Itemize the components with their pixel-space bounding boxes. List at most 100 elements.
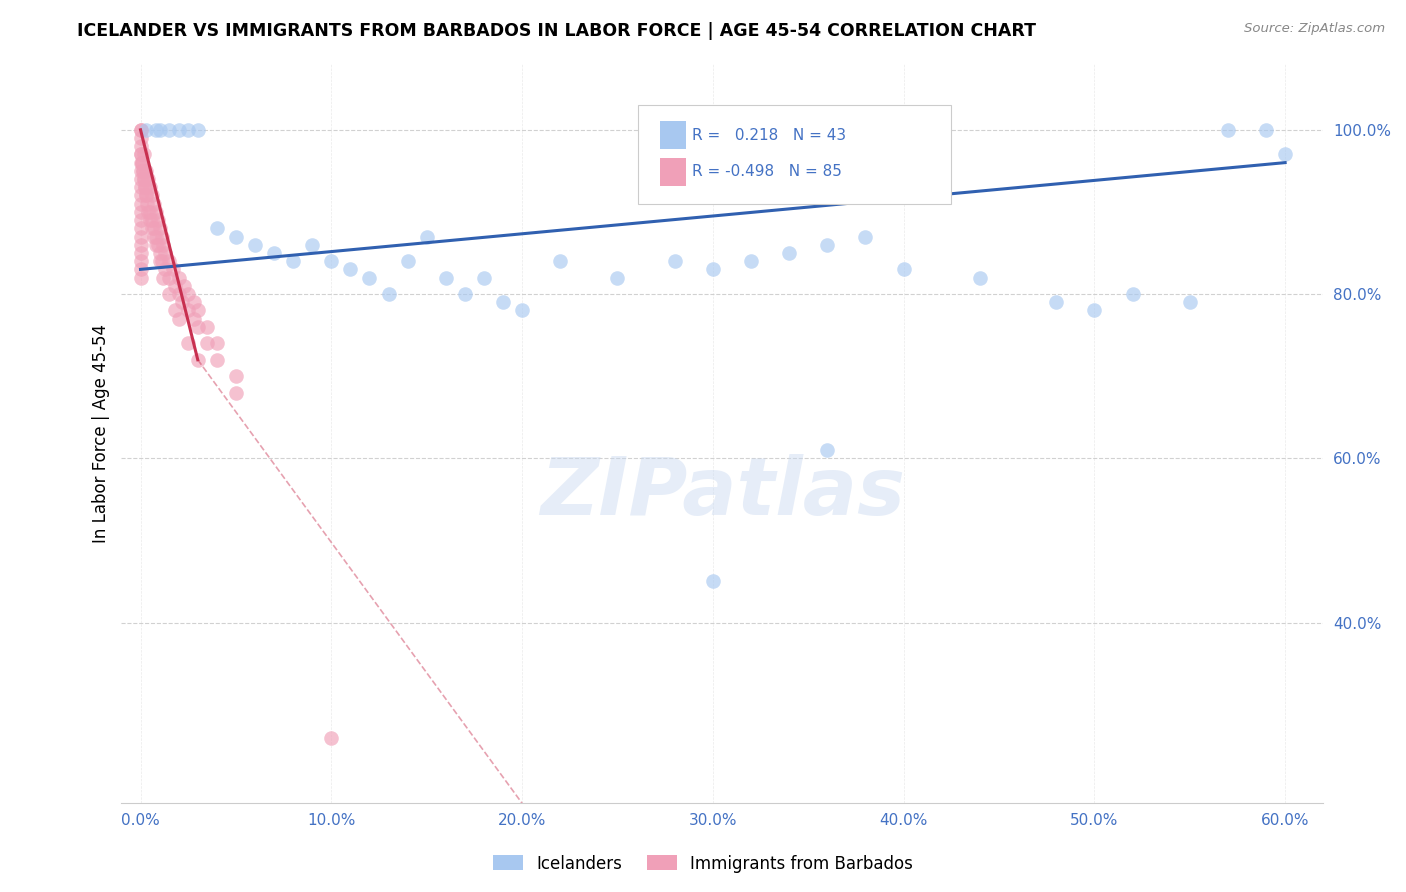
- Point: [149, 254, 172, 268]
- Point: [778, 246, 800, 260]
- Point: [129, 172, 152, 186]
- Point: [135, 188, 157, 202]
- Point: [142, 196, 165, 211]
- Point: [702, 262, 724, 277]
- Point: [815, 237, 838, 252]
- Point: [1178, 295, 1201, 310]
- Point: [134, 147, 156, 161]
- Point: [225, 385, 247, 400]
- Point: [129, 131, 152, 145]
- Point: [177, 303, 200, 318]
- Point: [225, 229, 247, 244]
- Point: [1254, 122, 1277, 136]
- Point: [134, 180, 156, 194]
- Point: [146, 237, 169, 252]
- Point: [1274, 147, 1296, 161]
- Point: [142, 221, 165, 235]
- Point: [129, 188, 152, 202]
- Point: [177, 287, 200, 301]
- Text: R =   0.218   N = 43: R = 0.218 N = 43: [692, 128, 846, 143]
- Legend: Icelanders, Immigrants from Barbados: Icelanders, Immigrants from Barbados: [486, 848, 920, 880]
- Point: [167, 270, 190, 285]
- Point: [150, 254, 173, 268]
- Point: [136, 205, 159, 219]
- Point: [129, 254, 152, 268]
- Point: [129, 155, 152, 169]
- Text: ICELANDER VS IMMIGRANTS FROM BARBADOS IN LABOR FORCE | AGE 45-54 CORRELATION CHA: ICELANDER VS IMMIGRANTS FROM BARBADOS IN…: [77, 22, 1036, 40]
- Point: [129, 164, 152, 178]
- Point: [1121, 287, 1143, 301]
- Y-axis label: In Labor Force | Age 45-54: In Labor Force | Age 45-54: [93, 324, 110, 543]
- Point: [177, 122, 200, 136]
- FancyBboxPatch shape: [659, 121, 686, 149]
- Point: [145, 229, 167, 244]
- Point: [129, 180, 152, 194]
- Point: [132, 164, 155, 178]
- Point: [136, 172, 159, 186]
- Point: [149, 246, 172, 260]
- Point: [152, 237, 174, 252]
- Point: [187, 352, 209, 367]
- Point: [145, 122, 167, 136]
- Point: [893, 262, 915, 277]
- Point: [129, 229, 152, 244]
- Point: [339, 262, 361, 277]
- Point: [187, 319, 209, 334]
- Point: [129, 196, 152, 211]
- Point: [205, 336, 228, 351]
- Point: [195, 319, 218, 334]
- Point: [225, 369, 247, 384]
- Point: [173, 278, 195, 293]
- Point: [129, 237, 152, 252]
- Point: [134, 172, 156, 186]
- Point: [177, 336, 200, 351]
- Point: [415, 229, 437, 244]
- Point: [167, 311, 190, 326]
- Point: [146, 213, 169, 227]
- Point: [141, 213, 163, 227]
- Point: [472, 270, 495, 285]
- Point: [321, 731, 343, 745]
- Point: [377, 287, 399, 301]
- Point: [129, 122, 152, 136]
- Point: [131, 147, 153, 161]
- Point: [141, 188, 163, 202]
- Point: [129, 147, 152, 161]
- Point: [167, 287, 190, 301]
- Point: [396, 254, 419, 268]
- Point: [139, 213, 162, 227]
- Point: [454, 287, 477, 301]
- Point: [141, 221, 163, 235]
- Point: [163, 278, 186, 293]
- Point: [135, 164, 157, 178]
- Point: [434, 270, 457, 285]
- Point: [167, 122, 190, 136]
- Point: [131, 155, 153, 169]
- Point: [301, 237, 323, 252]
- Text: R = -0.498   N = 85: R = -0.498 N = 85: [692, 164, 842, 179]
- Point: [205, 221, 228, 235]
- Point: [492, 295, 515, 310]
- Point: [664, 254, 686, 268]
- Point: [162, 262, 184, 277]
- Point: [139, 205, 162, 219]
- Point: [163, 303, 186, 318]
- Point: [157, 254, 180, 268]
- Point: [149, 122, 172, 136]
- FancyBboxPatch shape: [659, 158, 686, 186]
- Point: [157, 287, 180, 301]
- Point: [132, 164, 155, 178]
- Point: [134, 172, 156, 186]
- Point: [149, 221, 172, 235]
- Point: [157, 122, 180, 136]
- Point: [129, 205, 152, 219]
- Point: [548, 254, 571, 268]
- Point: [129, 270, 152, 285]
- Point: [815, 443, 838, 458]
- Point: [142, 229, 165, 244]
- Point: [129, 246, 152, 260]
- Point: [129, 213, 152, 227]
- Point: [157, 270, 180, 285]
- Point: [243, 237, 266, 252]
- Point: [359, 270, 381, 285]
